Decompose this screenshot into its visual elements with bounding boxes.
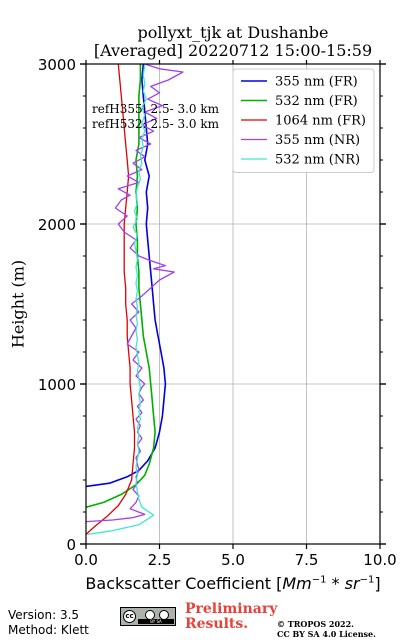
y-tick-label-2: 2000: [38, 216, 76, 234]
x-axis-label: Backscatter Coefficient [Mm−1 * sr−1]: [60, 574, 400, 593]
preliminary-line-1: Preliminary: [185, 601, 278, 617]
legend-label-2: 532 nm (FR): [275, 94, 358, 109]
copyright-note: © TROPOS 2022. CC BY SA 4.0 License.: [277, 619, 376, 639]
x-axis-unit-exp1: −1: [311, 574, 327, 586]
copyright-line-1: © TROPOS 2022.: [277, 619, 354, 629]
chart-title-line-1: pollyxt_tjk at Dushanbe: [137, 23, 329, 42]
ref-height-annotation-2: refH532: 2.5- 3.0 km: [92, 117, 220, 131]
legend: 355 nm (FR) 532 nm (FR) 1064 nm (FR) 355 nm…: [232, 68, 375, 173]
y-tick-label-0: 0: [66, 536, 76, 554]
preliminary-line-2: Results.: [185, 616, 249, 632]
x-axis-units: [Mm−1 * sr−1]: [276, 574, 381, 593]
legend-box: [232, 68, 375, 173]
x-tick-label-0: 0.0: [74, 551, 98, 569]
x-axis-unit-exp2: −1: [359, 574, 375, 586]
y-axis-label: Height (m): [8, 259, 28, 349]
preliminary-results-note: Preliminary Results.: [185, 602, 277, 632]
x-tick-label-1: 2.5: [148, 551, 172, 569]
y-tick-label-3: 3000: [38, 56, 76, 74]
legend-label-1: 355 nm (FR): [275, 75, 358, 90]
x-axis-unit-base2: sr: [344, 574, 360, 593]
x-tick-label-4: 10.0: [363, 551, 396, 569]
legend-label-3: 1064 nm (FR): [275, 114, 366, 129]
series-line-4: [86, 64, 184, 523]
series-line-3: [86, 64, 136, 535]
cc-license-badge: cc BY SA: [120, 607, 176, 626]
legend-label-4: 355 nm (NR): [275, 133, 360, 148]
series-line-2: [86, 64, 156, 508]
copyright-line-2: CC BY SA 4.0 License.: [277, 629, 376, 639]
cc-license-strip: BY SA: [138, 619, 174, 624]
legend-label-5: 532 nm (NR): [275, 153, 360, 168]
series-line-5: [87, 64, 155, 536]
y-tick-label-1: 1000: [38, 376, 76, 394]
x-axis-unit-op: *: [326, 574, 345, 593]
ref-height-annotation-1: refH355: 2.5- 3.0 km: [92, 102, 220, 116]
x-axis-label-text: Backscatter Coefficient: [85, 574, 272, 593]
cc-logo-icon: cc: [123, 610, 136, 623]
x-axis-unit-base1: Mm: [282, 574, 312, 593]
method-label: Method: Klett: [8, 623, 89, 637]
chart-title-line-2: [Averaged] 20220712 15:00-15:59: [93, 41, 373, 60]
series-line-1: [86, 64, 167, 488]
x-tick-label-2: 5.0: [221, 551, 245, 569]
x-tick-label-3: 7.5: [295, 551, 319, 569]
series-group: [86, 64, 184, 536]
version-label: Version: 3.5: [8, 608, 80, 622]
